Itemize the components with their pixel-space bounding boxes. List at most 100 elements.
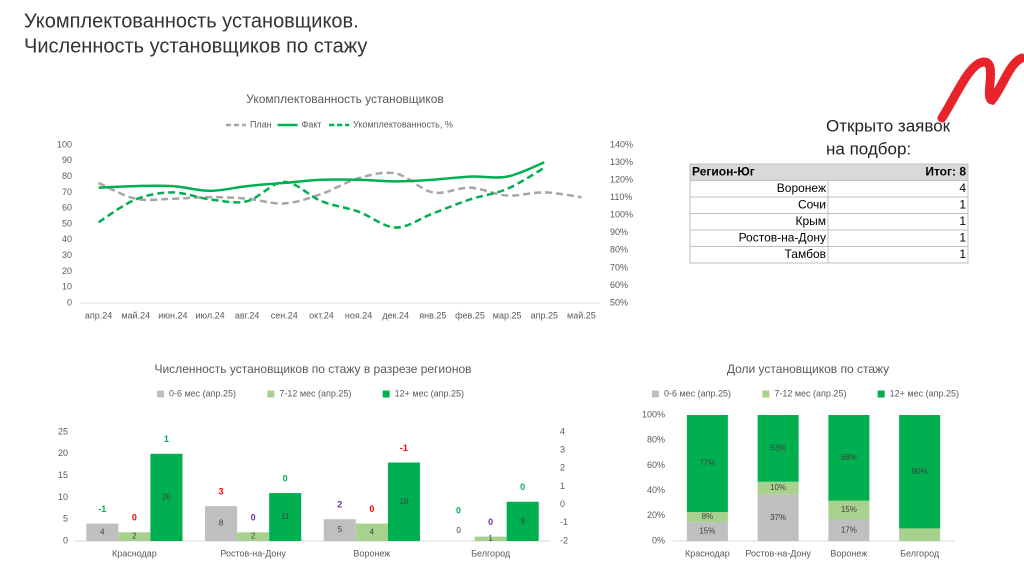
value-label: 90%	[912, 467, 928, 476]
legend-swatch	[651, 390, 659, 398]
change-label: 2	[337, 500, 342, 510]
value-label: 0	[456, 526, 461, 535]
tick-label: 140%	[610, 139, 633, 149]
table-region: Ростов-на-Дону	[739, 230, 826, 244]
x-tick-label: Краснодар	[112, 548, 157, 558]
table-count: 4	[959, 181, 966, 195]
bar-segment	[757, 494, 799, 541]
tick-label: 100%	[610, 210, 633, 220]
tick-label: 20	[62, 266, 72, 276]
value-label: 53%	[770, 443, 786, 452]
value-label: 4	[100, 527, 105, 536]
tick-label: 5	[63, 514, 68, 524]
x-tick-label: июл.24	[195, 310, 224, 320]
tick-label: 0	[560, 499, 565, 509]
tick-label: 1	[560, 481, 565, 491]
x-tick-label: апр.24	[85, 310, 112, 320]
tick-label: 15	[58, 470, 68, 480]
change-label: -1	[400, 443, 408, 453]
tick-label: 4	[560, 426, 565, 436]
bar-segment	[899, 528, 941, 541]
x-tick-label: ноя.24	[345, 310, 372, 320]
tick-label: 80%	[610, 245, 628, 255]
table-count: 1	[959, 197, 966, 211]
change-label: 3	[219, 486, 224, 496]
tick-label: 80	[62, 171, 72, 181]
value-label: 17%	[841, 525, 857, 534]
legend-swatch	[762, 390, 770, 398]
tick-label: 20	[58, 448, 68, 458]
value-label: 18	[399, 497, 408, 506]
tick-label: 40	[62, 234, 72, 244]
table-cell	[827, 246, 969, 264]
bar	[86, 523, 119, 541]
tick-label: -2	[560, 535, 568, 545]
table-header: Итог: 8	[925, 164, 966, 178]
change-label: 0	[283, 473, 288, 483]
tick-label: 40%	[647, 485, 665, 495]
tick-label: 10	[62, 282, 72, 292]
tick-label: 25	[58, 426, 68, 436]
tick-label: 120%	[610, 174, 633, 184]
legend-swatch	[267, 390, 275, 398]
chart-title: Укомплектованность установщиков	[246, 92, 444, 106]
change-label: 0	[488, 517, 493, 527]
value-label: 5	[338, 525, 343, 534]
x-tick-label: Краснодар	[685, 548, 730, 558]
table-region: Воронеж	[777, 181, 826, 195]
x-tick-label: мар.25	[493, 310, 522, 320]
tick-label: 100%	[642, 409, 665, 419]
value-label: 10%	[770, 483, 786, 492]
table-header: Регион-Юг	[692, 164, 755, 178]
x-tick-label: фев.25	[455, 310, 485, 320]
legend-label: 0-6 мес (апр.25)	[664, 388, 731, 398]
tick-label: -1	[560, 517, 568, 527]
tick-label: 60%	[610, 280, 628, 290]
table-title: Открыто заявок	[826, 116, 951, 135]
table-count: 1	[959, 230, 966, 244]
legend-label: Укомплектованность, %	[353, 119, 453, 129]
legend-label: 7-12 мес (апр.25)	[279, 388, 351, 398]
table-count: 1	[959, 214, 966, 228]
bar	[118, 532, 151, 541]
tick-label: 60	[62, 203, 72, 213]
bar-segment	[828, 519, 870, 541]
x-tick-label: авг.24	[235, 310, 259, 320]
value-label: 2	[251, 532, 256, 541]
value-label: 8	[219, 519, 224, 528]
bar-segment	[899, 415, 941, 529]
bar	[269, 493, 302, 541]
tick-label: 0	[67, 297, 72, 307]
bar-segment	[686, 415, 728, 513]
value-label: 8%	[702, 512, 714, 521]
table-cell	[827, 229, 969, 247]
tick-label: 60%	[647, 460, 665, 470]
bar	[323, 519, 356, 541]
tick-label: 10	[58, 492, 68, 502]
legend-label: Факт	[302, 119, 322, 129]
x-tick-label: май.24	[121, 310, 150, 320]
x-tick-label: Воронеж	[353, 548, 390, 558]
tick-label: 100	[57, 139, 72, 149]
bar	[506, 501, 539, 541]
tick-label: 0	[63, 535, 68, 545]
change-label: 1	[164, 434, 169, 444]
table-cell	[827, 180, 969, 198]
bar	[205, 506, 238, 541]
value-label: 9	[520, 516, 525, 525]
x-tick-label: Ростов-на-Дону	[745, 548, 811, 558]
bar	[237, 532, 270, 541]
logo	[937, 53, 1024, 123]
tick-label: 20%	[647, 510, 665, 520]
table-title: на подбор:	[826, 139, 911, 158]
bar-segment	[828, 415, 870, 501]
value-label: 2	[132, 532, 137, 541]
legend-swatch	[877, 390, 885, 398]
tick-label: 80%	[647, 435, 665, 445]
tick-label: 0%	[652, 535, 665, 545]
tick-label: 70%	[610, 262, 628, 272]
x-tick-label: Воронеж	[830, 548, 867, 558]
legend-swatch	[156, 390, 164, 398]
x-tick-label: окт.24	[309, 310, 334, 320]
